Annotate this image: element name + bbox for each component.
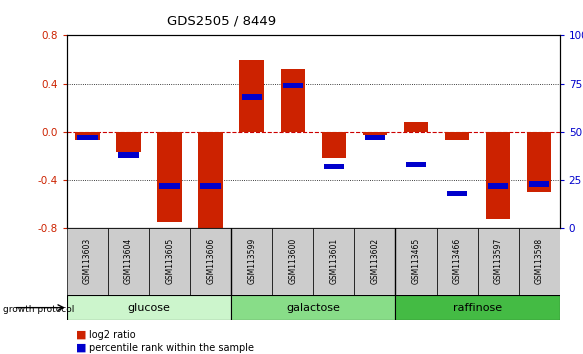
- Bar: [75, 132, 100, 140]
- Bar: [118, 152, 139, 158]
- Bar: [406, 162, 426, 167]
- Bar: [403, 122, 429, 132]
- Bar: [486, 132, 510, 219]
- Bar: [67, 228, 108, 296]
- Bar: [201, 183, 221, 189]
- Bar: [108, 228, 149, 296]
- Text: GSM113605: GSM113605: [165, 238, 174, 284]
- Bar: [240, 59, 264, 132]
- Bar: [519, 228, 560, 296]
- Bar: [283, 83, 303, 88]
- Bar: [231, 295, 395, 320]
- Text: GSM113602: GSM113602: [370, 238, 380, 284]
- Bar: [437, 228, 477, 296]
- Text: GSM113604: GSM113604: [124, 238, 133, 284]
- Text: growth protocol: growth protocol: [3, 304, 74, 314]
- Bar: [241, 95, 262, 100]
- Bar: [363, 132, 387, 136]
- Text: raffinose: raffinose: [453, 303, 502, 313]
- Bar: [190, 228, 231, 296]
- Bar: [354, 228, 395, 296]
- Bar: [67, 295, 231, 320]
- Bar: [159, 183, 180, 189]
- Text: percentile rank within the sample: percentile rank within the sample: [89, 343, 254, 353]
- Bar: [395, 228, 437, 296]
- Bar: [198, 132, 223, 231]
- Bar: [149, 228, 190, 296]
- Text: GSM113606: GSM113606: [206, 238, 215, 284]
- Bar: [529, 181, 549, 187]
- Text: GDS2505 / 8449: GDS2505 / 8449: [167, 14, 276, 27]
- Text: ■: ■: [76, 330, 86, 339]
- Text: GSM113597: GSM113597: [494, 238, 503, 284]
- Bar: [324, 164, 344, 169]
- Bar: [365, 135, 385, 141]
- Text: GSM113466: GSM113466: [452, 238, 462, 284]
- Bar: [272, 228, 313, 296]
- Bar: [477, 228, 519, 296]
- Bar: [313, 228, 354, 296]
- Text: glucose: glucose: [128, 303, 171, 313]
- Text: GSM113465: GSM113465: [412, 238, 420, 284]
- Bar: [78, 135, 98, 141]
- Bar: [527, 132, 552, 192]
- Text: GSM113600: GSM113600: [289, 238, 297, 284]
- Bar: [116, 132, 141, 152]
- Bar: [395, 295, 560, 320]
- Text: GSM113601: GSM113601: [329, 238, 338, 284]
- Text: ■: ■: [76, 343, 86, 353]
- Bar: [231, 228, 272, 296]
- Bar: [447, 191, 468, 196]
- Text: GSM113603: GSM113603: [83, 238, 92, 284]
- Bar: [322, 132, 346, 158]
- Bar: [280, 69, 305, 132]
- Bar: [488, 183, 508, 189]
- Text: GSM113598: GSM113598: [535, 238, 544, 284]
- Bar: [445, 132, 469, 140]
- Bar: [157, 132, 182, 222]
- Text: GSM113599: GSM113599: [247, 238, 257, 284]
- Text: log2 ratio: log2 ratio: [89, 330, 135, 339]
- Text: galactose: galactose: [286, 303, 340, 313]
